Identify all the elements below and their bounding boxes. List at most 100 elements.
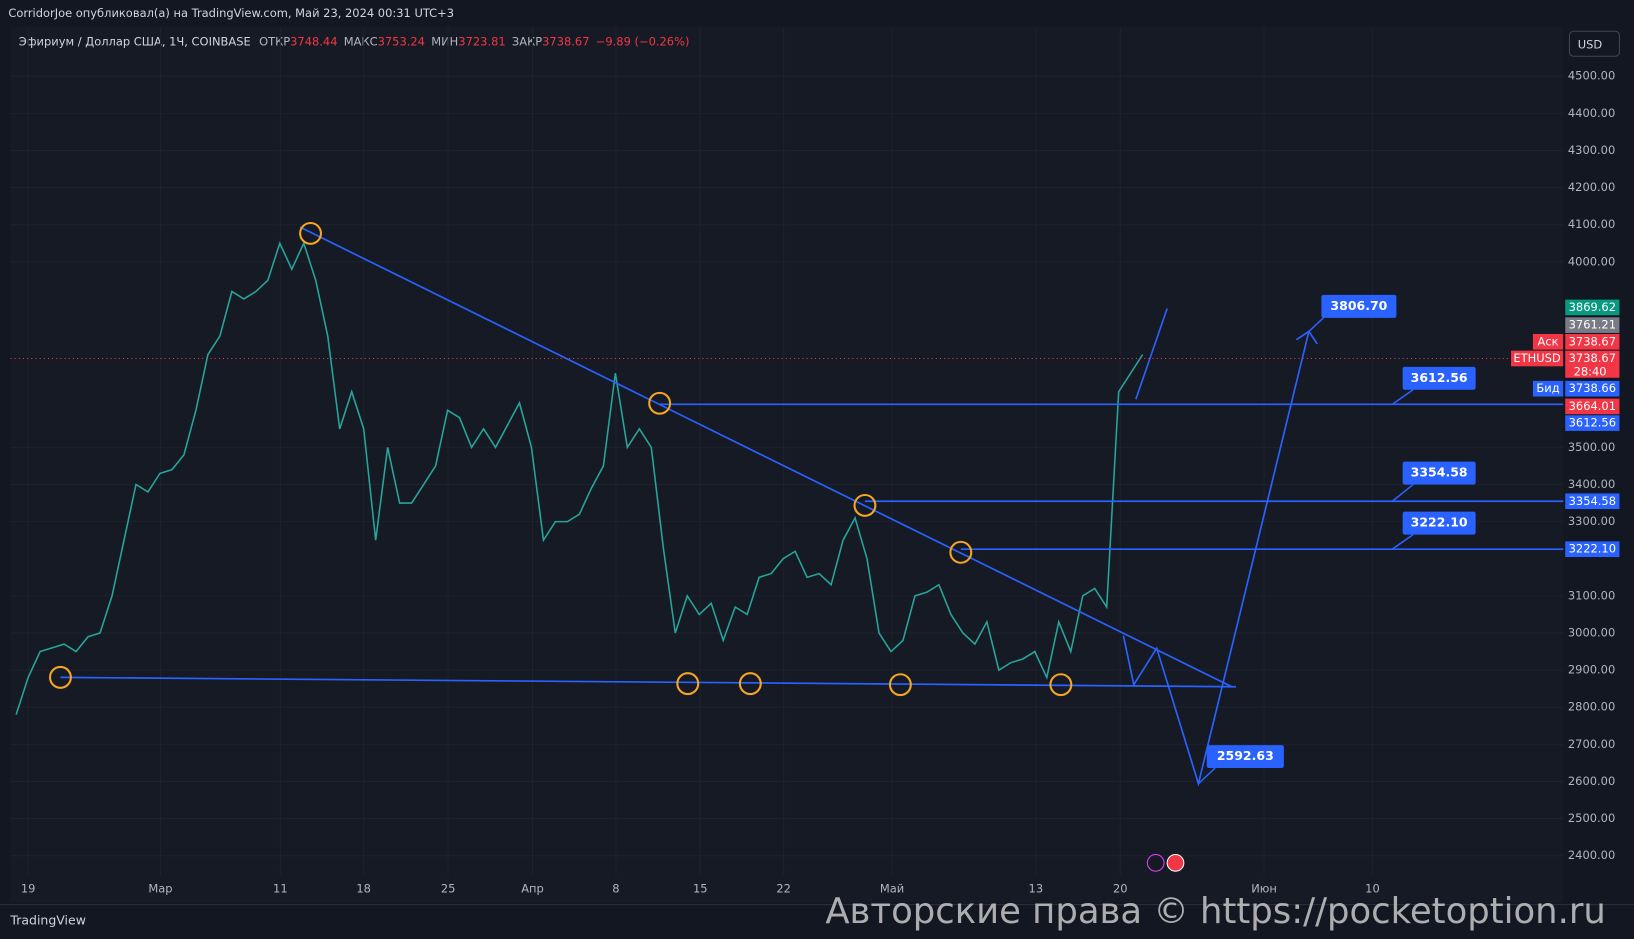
price-tag	[1565, 317, 1620, 333]
target-label: 3612.56	[1411, 370, 1468, 385]
x-tick-label: 15	[693, 881, 708, 895]
y-tick-label: 3300.00	[1568, 514, 1615, 528]
drawings	[10, 226, 1564, 787]
price-tag-label: 3869.62	[1569, 300, 1616, 314]
target-box	[1402, 511, 1476, 535]
price-tag-label: 3222.10	[1569, 542, 1616, 556]
legend-symbol: Эфириум / Доллар США, 1Ч, COINBASE	[19, 34, 251, 48]
price-tag-name: Аск	[1538, 334, 1559, 348]
x-tick-label: 18	[356, 881, 371, 895]
legend-change: −9.89 (−0.26%)	[596, 34, 690, 48]
price-tag-label: 3664.01	[1569, 399, 1616, 413]
price-tag-label: 3761.21	[1569, 318, 1616, 332]
target-connector	[1391, 533, 1414, 550]
y-tick-label: 2900.00	[1568, 663, 1615, 677]
price-tag	[1565, 380, 1620, 397]
pivot	[48, 665, 72, 689]
price-tag	[1565, 415, 1620, 431]
legend-field-name: МАКС	[344, 34, 378, 48]
price-tag	[1565, 541, 1620, 558]
brand: TradingView	[9, 913, 86, 928]
event-icon[interactable]	[1166, 854, 1185, 872]
target-connector	[1308, 317, 1324, 332]
legend-field-name: МИН	[431, 34, 458, 48]
y-tick-label: 4200.00	[1568, 180, 1615, 194]
legend-field-name: ОТКР	[259, 34, 290, 48]
x-tick-label: 19	[21, 881, 36, 895]
price-tag	[1565, 299, 1620, 316]
target-connector	[1391, 483, 1414, 502]
y-tick-label: 3500.00	[1568, 440, 1615, 454]
price-chart	[15, 241, 1144, 715]
target-connector	[1391, 389, 1414, 405]
price-tag	[1565, 398, 1620, 415]
x-tick-label: Июн	[1251, 881, 1277, 895]
legend-field-value: 3753.24	[378, 34, 425, 48]
y-tick-label: 4000.00	[1568, 254, 1615, 268]
pivot	[648, 391, 672, 415]
y-tick-label: 4100.00	[1568, 217, 1615, 231]
x-tick-label: 20	[1113, 881, 1128, 895]
x-tick-label: 22	[776, 881, 791, 895]
event-icon[interactable]	[1146, 854, 1165, 872]
plot-area	[10, 27, 1564, 903]
target-box	[1206, 745, 1284, 769]
y-tick-label: 3400.00	[1568, 477, 1615, 491]
price-tag-label: 3738.66	[1569, 381, 1616, 395]
y-tick-label: 4300.00	[1568, 143, 1615, 157]
legend-field-value: 3723.81	[458, 34, 505, 48]
author-line: CorridorJoe опубликовал(а) на TradingVie…	[8, 6, 454, 20]
pivot	[949, 540, 973, 564]
y-tick-label: 2500.00	[1568, 811, 1615, 825]
price-tag	[1565, 333, 1620, 350]
price-tag-name: Бид	[1536, 381, 1559, 395]
breakout-line	[1135, 308, 1168, 400]
x-tick-label: 13	[1029, 881, 1044, 895]
x-tick-label: Май	[880, 881, 904, 895]
trendline	[299, 226, 1233, 688]
pivot	[299, 221, 323, 245]
price-tag	[1565, 350, 1620, 378]
x-tick-label: 11	[273, 881, 288, 895]
y-tick-label: 4400.00	[1568, 106, 1615, 120]
price-tag-label: 3354.58	[1569, 494, 1616, 508]
currency-button[interactable]	[1568, 30, 1620, 57]
pivot	[1049, 673, 1073, 697]
price-tag-name: ETHUSD	[1513, 351, 1560, 365]
y-tick-label: 4500.00	[1568, 69, 1615, 83]
y-tick-label: 2600.00	[1568, 774, 1615, 788]
target-connector	[1197, 767, 1216, 785]
target-label: 3222.10	[1411, 515, 1468, 530]
y-tick-label: 3000.00	[1568, 625, 1615, 639]
target-box	[1321, 294, 1397, 318]
x-tick-label: 8	[612, 881, 619, 895]
legend-field-name: ЗАКР	[512, 34, 542, 48]
price-tag	[1565, 493, 1620, 510]
legend: Эфириум / Доллар США, 1Ч, COINBASE ОТКР37…	[19, 34, 690, 48]
y-tick-label: 2800.00	[1568, 700, 1615, 714]
legend-field-value: 3738.67	[542, 34, 589, 48]
price-line	[15, 241, 1144, 715]
y-tick-label: 2700.00	[1568, 737, 1615, 751]
target-label: 3806.70	[1330, 298, 1387, 313]
target-box	[1402, 366, 1476, 390]
x-tick-label: 25	[441, 881, 456, 895]
pivot	[853, 493, 877, 517]
target-label: 3354.58	[1411, 465, 1468, 480]
price-tag-name-box	[1532, 333, 1564, 350]
y-tick-label: 3100.00	[1568, 588, 1615, 602]
pivot	[676, 672, 700, 696]
legend-field-value: 3748.44	[290, 34, 337, 48]
countdown: 28:40	[1574, 365, 1607, 379]
support-line	[60, 676, 1236, 688]
x-tick-label: 10	[1365, 881, 1380, 895]
price-tag-label: 3738.67	[1569, 334, 1616, 348]
projection	[1122, 331, 1310, 787]
x-tick-label: Мар	[148, 881, 172, 895]
price-tag-label: 3738.67	[1569, 351, 1616, 365]
target-box	[1402, 461, 1476, 485]
price-tag-name-box	[1532, 380, 1564, 397]
grid	[10, 27, 1564, 876]
